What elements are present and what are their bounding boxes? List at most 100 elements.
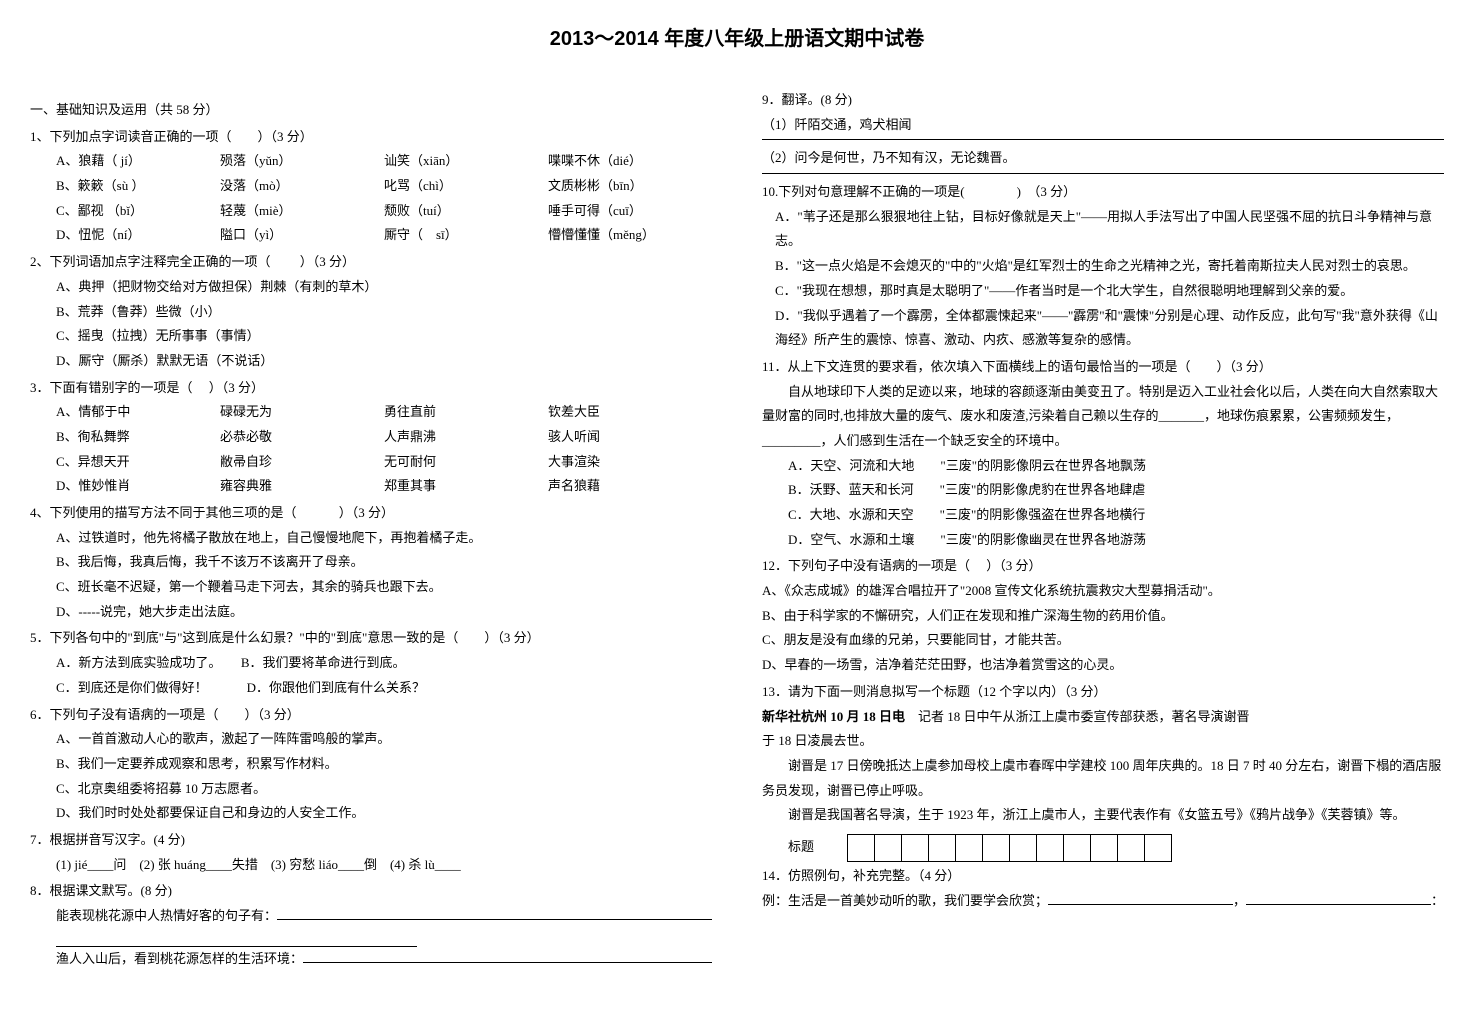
answer-cell <box>982 834 1010 862</box>
q12: 12．下列句子中没有语病的一项是（ ）（3 分） A、《众志成城》的雄浑合唱拉开… <box>762 554 1444 677</box>
q8-line1: 能表现桃花源中人热情好客的句子有： <box>30 904 712 929</box>
q4-a: A、过铁道时，他先将橘子散放在地上，自己慢慢地爬下，再抱着橘子走。 <box>56 526 712 551</box>
q3-text: 3．下面有错别字的一项是（ ）（3 分） <box>30 376 712 401</box>
q11-a: A．天空、河流和大地 "三废"的阴影像阴云在世界各地飘荡 <box>788 454 1444 479</box>
table-row: C、鄙视 （bǐ） 轻蔑（miè） 颓败（tuí） 唾手可得（cuī） <box>56 199 712 224</box>
q10-c: C．"我现在想想，那时真是太聪明了"——作者当时是一个北大学生，自然很聪明地理解… <box>775 279 1444 304</box>
q3-a3: 勇往直前 <box>384 400 548 425</box>
q2-b: B、荒莽（鲁莽）些微（小） <box>56 300 712 325</box>
q7-line: (1) jié____问 (2) 张 huáng____失措 (3) 穷愁 li… <box>30 853 712 878</box>
q10-opts: A．"苇子还是那么狠狠地往上钻，目标好像就是天上"——用拟人手法写出了中国人民坚… <box>762 205 1444 353</box>
q2-text: 2、下列词语加点字注释完全正确的一项（ ）（3 分） <box>30 250 712 275</box>
answer-cell <box>955 834 983 862</box>
q13-text: 13．请为下面一则消息拟写一个标题（12 个字以内）（3 分） <box>762 680 1444 705</box>
q8-line2-label: 渔人入山后，看到桃花源怎样的生活环境： <box>56 947 303 972</box>
q1-b2: 没落（mò） <box>220 174 384 199</box>
q6-a: A、一首首激动人心的歌声，激起了一阵阵雷鸣般的掌声。 <box>56 727 712 752</box>
q9-text: 9．翻译。(8 分) <box>762 88 1444 113</box>
q11-c: C．大地、水源和天空 "三废"的阴影像强盗在世界各地横行 <box>788 503 1444 528</box>
right-column: 9．翻译。(8 分) （1）阡陌交通，鸡犬相闻 （2）问今是何世，乃不知有汉，无… <box>762 88 1444 974</box>
q8-line1-cont <box>30 929 712 947</box>
q11: 11．从上下文连贯的要求看，依次填入下面横线上的语句最恰当的一项是（ ）（3 分… <box>762 355 1444 553</box>
divider <box>762 139 1444 140</box>
q1: 1、下列加点字词读音正确的一项（ ）（3 分） A、狼藉（ jí） 殒落（yǔn… <box>30 125 712 248</box>
q2-d: D、厮守（厮杀）默默无语（不说话） <box>56 349 712 374</box>
left-column: 一、基础知识及运用（共 58 分） 1、下列加点字词读音正确的一项（ ）（3 分… <box>30 88 712 974</box>
q3-a4: 钦差大臣 <box>548 400 712 425</box>
q4-text: 4、下列使用的描写方法不同于其他三项的是（ ）（3 分） <box>30 501 712 526</box>
q3: 3．下面有错别字的一项是（ ）（3 分） A、情郁于中 碌碌无为 勇往直前 钦差… <box>30 376 712 499</box>
blank-line <box>277 904 712 920</box>
q6-b: B、我们一定要养成观察和思考，积累写作材料。 <box>56 752 712 777</box>
q12-a: A、《众志成城》的雄浑合唱拉开了"2008 宣传文化系统抗震救灾大型募捐活动"。 <box>762 579 1444 604</box>
q3-c1: C、异想天开 <box>56 450 220 475</box>
q1-b1: B、簌簌（sù ） <box>56 174 220 199</box>
answer-cell <box>901 834 929 862</box>
q5: 5．下列各句中的"到底"与"这到底是什么幻景？"中的"到底"意思一致的是（ ）（… <box>30 626 712 700</box>
q12-text: 12．下列句子中没有语病的一项是（ ）（3 分） <box>762 554 1444 579</box>
q4-opts: A、过铁道时，他先将橘子散放在地上，自己慢慢地爬下，再抱着橘子走。 B、我后悔，… <box>30 526 712 625</box>
q4-b: B、我后悔，我真后悔，我千不该万不该离开了母亲。 <box>56 550 712 575</box>
q14-example-line: 例：生活是一首美妙动听的歌，我们要学会欣赏； ， ： <box>762 889 1444 914</box>
table-row: B、徇私舞弊 必恭必敬 人声鼎沸 骇人听闻 <box>56 425 712 450</box>
q9-sub1: （1）阡陌交通，鸡犬相闻 <box>762 113 1444 138</box>
q3-c2: 敝帚自珍 <box>220 450 384 475</box>
q13-p3: 谢晋是我国著名导演，生于 1923 年，浙江上虞市人，主要代表作有《女篮五号》《… <box>762 803 1444 828</box>
q13: 13．请为下面一则消息拟写一个标题（12 个字以内）（3 分） 新华社杭州 10… <box>762 680 1444 862</box>
q8-text: 8．根据课文默写。(8 分) <box>30 879 712 904</box>
q1-c3: 颓败（tuí） <box>384 199 548 224</box>
q14-example: 例：生活是一首美妙动听的歌，我们要学会欣赏； <box>762 889 1048 914</box>
q6-c: C、北京奥组委将招募 10 万志愿者。 <box>56 777 712 802</box>
q1-text: 1、下列加点字词读音正确的一项（ ）（3 分） <box>30 125 712 150</box>
table-row: C、异想天开 敝帚自珍 无可耐何 大事渲染 <box>56 450 712 475</box>
q10-text: 10.下列对句意理解不正确的一项是( ) （3 分） <box>762 180 1444 205</box>
table-row: B、簌簌（sù ） 没落（mò） 叱骂（chì） 文质彬彬（bīn） <box>56 174 712 199</box>
q1-a3: 讪笑（xiān） <box>384 149 548 174</box>
q1-c2: 轻蔑（miè） <box>220 199 384 224</box>
q3-b4: 骇人听闻 <box>548 425 712 450</box>
q6-opts: A、一首首激动人心的歌声，激起了一阵阵雷鸣般的掌声。 B、我们一定要养成观察和思… <box>30 727 712 826</box>
q5-cd: C．到底还是你们做得好！ D．你跟他们到底有什么关系？ <box>56 676 712 701</box>
q8-line2: 渔人入山后，看到桃花源怎样的生活环境： <box>30 947 712 972</box>
q6-text: 6．下列句子没有语病的一项是（ ）（3 分） <box>30 703 712 728</box>
blank-line <box>56 929 417 947</box>
q6-d: D、我们时时处处都要保证自己和身边的人安全工作。 <box>56 801 712 826</box>
q10-b: B．"这一点火焰是不会熄灭的"中的"火焰"是红军烈士的生命之光精神之光，寄托着南… <box>775 254 1444 279</box>
answer-cell <box>1009 834 1037 862</box>
answer-boxes <box>847 834 1172 862</box>
answer-cell <box>1117 834 1145 862</box>
q3-c3: 无可耐何 <box>384 450 548 475</box>
q12-opts: A、《众志成城》的雄浑合唱拉开了"2008 宣传文化系统抗震救灾大型募捐活动"。… <box>762 579 1444 678</box>
answer-cell <box>847 834 875 862</box>
q4-d: D、-----说完，她大步走出法庭。 <box>56 600 712 625</box>
q8: 8．根据课文默写。(8 分) 能表现桃花源中人热情好客的句子有： 渔人入山后，看… <box>30 879 712 971</box>
q9-sub2: （2）问今是何世，乃不知有汉，无论魏晋。 <box>762 146 1444 171</box>
q9: 9．翻译。(8 分) （1）阡陌交通，鸡犬相闻 （2）问今是何世，乃不知有汉，无… <box>762 88 1444 174</box>
q1-b4: 文质彬彬（bīn） <box>548 174 712 199</box>
page-container: 一、基础知识及运用（共 58 分） 1、下列加点字词读音正确的一项（ ）（3 分… <box>30 88 1444 974</box>
comma-sep: ， <box>1233 889 1246 914</box>
answer-cell <box>874 834 902 862</box>
q1-c1: C、鄙视 （bǐ） <box>56 199 220 224</box>
q6: 6．下列句子没有语病的一项是（ ）（3 分） A、一首首激动人心的歌声，激起了一… <box>30 703 712 826</box>
q11-b: B．沃野、蓝天和长河 "三废"的阴影像虎豹在世界各地肆虐 <box>788 478 1444 503</box>
q13-headline: 新华社杭州 10 月 18 日电 记者 18 日中午从浙江上虞市委宣传部获悉，著… <box>762 705 1444 730</box>
q11-opts: A．天空、河流和大地 "三废"的阴影像阴云在世界各地飘荡 B．沃野、蓝天和长河 … <box>762 454 1444 553</box>
q7-text: 7．根据拼音写汉字。(4 分) <box>30 828 712 853</box>
blank-line <box>1048 889 1233 905</box>
q1-b3: 叱骂（chì） <box>384 174 548 199</box>
q7: 7．根据拼音写汉字。(4 分) (1) jié____问 (2) 张 huáng… <box>30 828 712 877</box>
answer-cell <box>1144 834 1172 862</box>
q13-headline-rest: 记者 18 日中午从浙江上虞市委宣传部获悉，著名导演谢晋 <box>905 709 1250 724</box>
q12-c: C、朋友是没有血缘的兄弟，只要能同甘，才能共苦。 <box>762 628 1444 653</box>
q8-line1-label: 能表现桃花源中人热情好客的句子有： <box>56 904 277 929</box>
q2-opts: A、典押（把财物交给对方做担保）荆棘（有刺的草木） B、荒莽（鲁莽）些微（小） … <box>30 275 712 374</box>
q2-a: A、典押（把财物交给对方做担保）荆棘（有刺的草木） <box>56 275 712 300</box>
answer-cell <box>928 834 956 862</box>
exam-title: 2013～2014 年度八年级上册语文期中试卷 <box>30 20 1444 58</box>
answer-cell <box>1090 834 1118 862</box>
q3-c4: 大事渲染 <box>548 450 712 475</box>
q4: 4、下列使用的描写方法不同于其他三项的是（ ）（3 分） A、过铁道时，他先将橘… <box>30 501 712 624</box>
q12-b: B、由于科学家的不懈研究，人们正在发现和推广深海生物的药用价值。 <box>762 604 1444 629</box>
q12-d: D、早春的一场雪，洁净着茫茫田野，也洁净着赏雪这的心灵。 <box>762 653 1444 678</box>
